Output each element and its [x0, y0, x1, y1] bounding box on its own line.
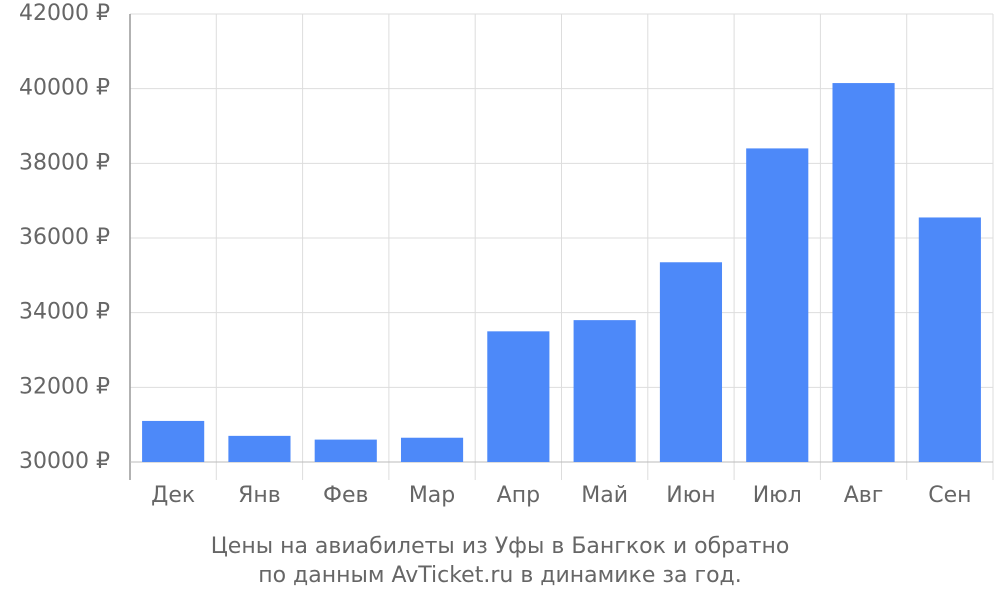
bar — [228, 435, 291, 462]
x-tick-label: Июн — [666, 483, 715, 508]
y-tick-label: 40000 ₽ — [19, 76, 110, 101]
y-tick-label: 32000 ₽ — [19, 374, 110, 399]
x-tick-label: Дек — [151, 483, 195, 508]
bar — [659, 262, 723, 462]
y-tick-label: 36000 ₽ — [19, 225, 110, 250]
x-tick-label: Июл — [753, 483, 802, 508]
y-tick-label: 30000 ₽ — [19, 449, 110, 474]
x-tick-label: Янв — [238, 483, 281, 508]
bar — [142, 420, 205, 462]
bar — [746, 148, 809, 462]
bar — [400, 437, 464, 462]
x-tick-label: Сен — [928, 483, 971, 508]
chart-title: Цены на авиабилеты из Уфы в Бангкок и об… — [211, 534, 790, 559]
bar — [487, 331, 550, 462]
y-tick-label: 38000 ₽ — [19, 150, 110, 175]
bar — [832, 83, 895, 463]
bar — [314, 439, 377, 462]
y-tick-label: 34000 ₽ — [19, 300, 110, 325]
x-tick-label: Май — [581, 483, 628, 508]
bar — [573, 320, 636, 462]
bar — [918, 217, 981, 462]
x-tick-label: Мар — [409, 483, 455, 508]
x-tick-label: Фев — [323, 483, 368, 508]
x-tick-label: Апр — [497, 483, 540, 508]
x-tick-label: Авг — [844, 483, 884, 508]
chart-title: по данным AvTicket.ru в динамике за год. — [258, 563, 742, 588]
y-tick-label: 42000 ₽ — [19, 1, 110, 26]
